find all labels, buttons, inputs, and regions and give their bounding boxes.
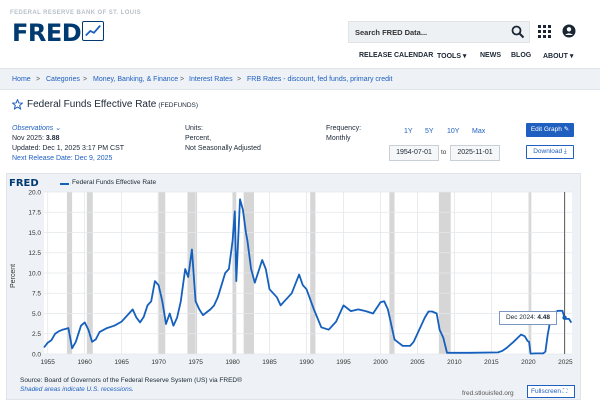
tooltip-label: Dec 2024: <box>505 314 536 321</box>
tooltip-value: 4.48 <box>537 314 551 321</box>
observations-dropdown[interactable]: Observations <box>12 125 54 132</box>
download-icon: ⤓ <box>563 148 567 155</box>
x-tick-label: 2020 <box>521 359 536 366</box>
chevron-down-icon[interactable]: ⌄ <box>55 125 62 132</box>
frequency-label: Frequency: <box>326 125 362 132</box>
breadcrumb-interest-rates[interactable]: Interest Rates <box>189 76 233 83</box>
chart-fred-logo: FRED <box>9 178 39 189</box>
frequency-value: Monthly <box>326 135 351 142</box>
x-tick-label: 1970 <box>151 359 166 366</box>
breadcrumb-separator: > <box>36 76 41 83</box>
fullscreen-label: Fullscreen <box>531 388 561 395</box>
apps-grid-icon[interactable] <box>538 25 551 38</box>
start-date-input[interactable]: 1954-07-01 <box>389 145 439 161</box>
site-header: FEDERAL RESERVE BANK OF ST. LOUIS FRED R… <box>0 0 600 68</box>
frequency-panel: Frequency: Monthly <box>326 124 361 144</box>
legend-label: Federal Funds Effective Rate <box>72 179 157 186</box>
y-tick-label: 20.0 <box>28 189 41 196</box>
x-tick-label: 2015 <box>484 359 499 366</box>
range-10y-button[interactable]: 10Y <box>447 128 460 135</box>
series-title-text: Federal Funds Effective Rate <box>27 99 157 110</box>
hover-point <box>562 315 567 320</box>
search-box[interactable] <box>348 21 530 43</box>
breadcrumb: Home > Categories > Money, Banking, & Fi… <box>0 68 600 90</box>
x-tick-label: 1955 <box>40 359 55 366</box>
breadcrumb-home[interactable]: Home <box>12 76 31 83</box>
search-input[interactable] <box>349 22 509 42</box>
y-tick-label: 17.5 <box>28 210 41 217</box>
units-label: Units: <box>185 125 203 132</box>
y-tick-label: 12.5 <box>28 250 41 257</box>
updated-text: Updated: Dec 1, 2025 3:17 PM CST <box>12 145 125 152</box>
range-1y-button[interactable]: 1Y <box>404 128 413 135</box>
series-line <box>43 198 573 355</box>
fred-logo-text: FRED <box>12 19 82 47</box>
end-date-input[interactable]: 2025-11-01 <box>450 145 500 161</box>
x-tick-label: 1990 <box>299 359 314 366</box>
account-icon[interactable] <box>562 24 576 38</box>
download-button[interactable]: Download ⤓ <box>526 145 574 159</box>
date-range-to: to <box>441 149 447 156</box>
breadcrumb-categories[interactable]: Categories <box>46 76 80 83</box>
range-max-button[interactable]: Max <box>472 128 486 135</box>
fred-logo[interactable]: FRED <box>12 19 107 47</box>
fed-tagline: FEDERAL RESERVE BANK OF ST. LOUIS <box>10 10 141 16</box>
edit-icon: ✎ <box>563 126 570 133</box>
x-tick-label: 2025 <box>558 359 573 366</box>
legend-swatch <box>60 183 69 185</box>
breadcrumb-frb-rates[interactable]: FRB Rates - discount, fed funds, primary… <box>247 76 393 83</box>
units-panel: Units: Percent, Not Seasonally Adjusted <box>185 124 261 154</box>
chart-tooltip: Dec 2024: 4.48 <box>499 311 557 325</box>
series-id: (FEDFUNDS) <box>158 102 199 109</box>
nav-about[interactable]: ABOUT ▾ <box>543 53 574 60</box>
units-line2: Not Seasonally Adjusted <box>185 145 261 152</box>
observations-panel: Observations ⌄ Nov 2025: 3.88 Updated: D… <box>12 124 124 164</box>
nav-blog[interactable]: BLOG <box>511 52 532 59</box>
x-tick-label: 2000 <box>373 359 388 366</box>
y-tick-label: 15.0 <box>28 230 41 237</box>
breadcrumb-separator: > <box>237 76 242 83</box>
x-tick-label: 2010 <box>447 359 462 366</box>
fullscreen-button[interactable]: Fullscreen ⛶ <box>527 385 575 398</box>
y-tick-label: 10.0 <box>28 270 41 277</box>
edit-graph-label: Edit Graph <box>530 126 562 133</box>
x-tick-label: 1965 <box>114 359 129 366</box>
x-tick-label: 1985 <box>262 359 277 366</box>
chart-source: Source: Board of Governors of the Federa… <box>20 377 242 384</box>
next-release-link[interactable]: Next Release Date: Dec 9, 2025 <box>12 155 113 162</box>
site-url: fred.stlouisfed.org <box>462 390 514 397</box>
nav-tools[interactable]: TOOLS ▾ <box>437 53 467 60</box>
download-label: Download <box>533 148 563 155</box>
x-tick-label: 1980 <box>225 359 240 366</box>
chart-logo-icon <box>82 21 104 41</box>
nav-release-calendar[interactable]: RELEASE CALENDAR <box>359 52 434 59</box>
page-title: Federal Funds Effective Rate (FEDFUNDS) <box>27 99 198 110</box>
units-line1: Percent, <box>185 135 212 142</box>
star-icon[interactable] <box>12 99 23 110</box>
edit-graph-button[interactable]: Edit Graph ✎ <box>526 123 574 137</box>
y-tick-label: 5.0 <box>32 311 41 318</box>
recession-note: Shaded areas indicate U.S. recessions. <box>20 386 134 393</box>
breadcrumb-money-banking[interactable]: Money, Banking, & Finance <box>93 76 179 83</box>
latest-period: Nov 2025: <box>12 135 44 142</box>
latest-value: 3.88 <box>45 135 60 142</box>
breadcrumb-separator: > <box>180 76 185 83</box>
nav-news[interactable]: NEWS <box>480 52 501 59</box>
x-tick-label: 1995 <box>336 359 351 366</box>
line-chart[interactable]: 0.0 2.5 5.0 7.5 10.0 12.5 15.0 17.5 20.0 1955 1960… <box>0 188 600 373</box>
x-tick-label: 1975 <box>188 359 203 366</box>
y-tick-label: 7.5 <box>32 291 41 298</box>
y-tick-label: 2.5 <box>32 331 41 338</box>
range-5y-button[interactable]: 5Y <box>425 128 434 135</box>
breadcrumb-separator: > <box>83 76 88 83</box>
x-tick-label: 2005 <box>410 359 425 366</box>
y-tick-label: 0.0 <box>32 351 41 358</box>
fullscreen-icon: ⛶ <box>562 388 568 395</box>
main-nav: RELEASE CALENDAR TOOLS ▾ NEWS BLOG ABOUT… <box>0 50 600 64</box>
search-icon[interactable] <box>511 25 525 39</box>
x-tick-label: 1960 <box>77 359 92 366</box>
